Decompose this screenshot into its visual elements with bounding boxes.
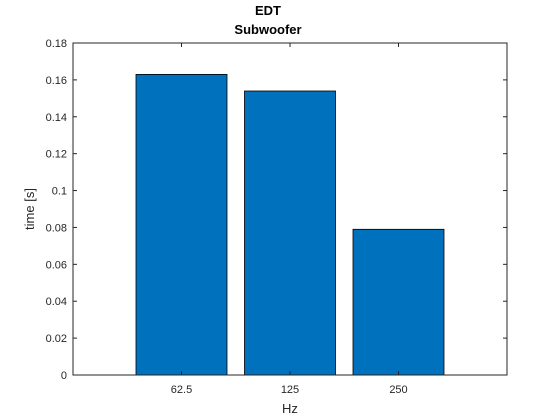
y-axis-label: time [s] — [22, 188, 37, 230]
y-tick-label: 0.08 — [46, 222, 67, 234]
chart-subtitle: Subwoofer — [234, 22, 301, 37]
x-axis-label: Hz — [282, 401, 298, 416]
y-axis: 0 0.02 0.04 0.06 0.08 0.1 0.12 0.14 0.16 0.18 — [46, 38, 507, 382]
bars-group — [135, 74, 445, 376]
y-tick-label: 0.06 — [46, 259, 67, 271]
y-tick-label: 0.14 — [46, 112, 67, 124]
chart-title: EDT — [255, 3, 281, 18]
bar-125 — [244, 90, 336, 376]
y-tick-label: 0.16 — [46, 75, 67, 87]
x-tick-label: 250 — [389, 384, 407, 396]
y-tick-label: 0.04 — [46, 296, 67, 308]
x-tick-label: 62.5 — [171, 384, 192, 396]
y-tick-label: 0.18 — [46, 38, 67, 50]
y-tick-label: 0 — [61, 370, 67, 382]
bar-250 — [352, 228, 445, 376]
y-tick-label: 0.12 — [46, 149, 67, 161]
y-tick-label: 0.02 — [46, 333, 67, 345]
x-tick-label: 125 — [281, 384, 299, 396]
x-axis: 62.5 125 250 — [171, 43, 408, 396]
y-tick-label: 0.1 — [52, 186, 67, 198]
bar-62.5 — [135, 74, 228, 376]
